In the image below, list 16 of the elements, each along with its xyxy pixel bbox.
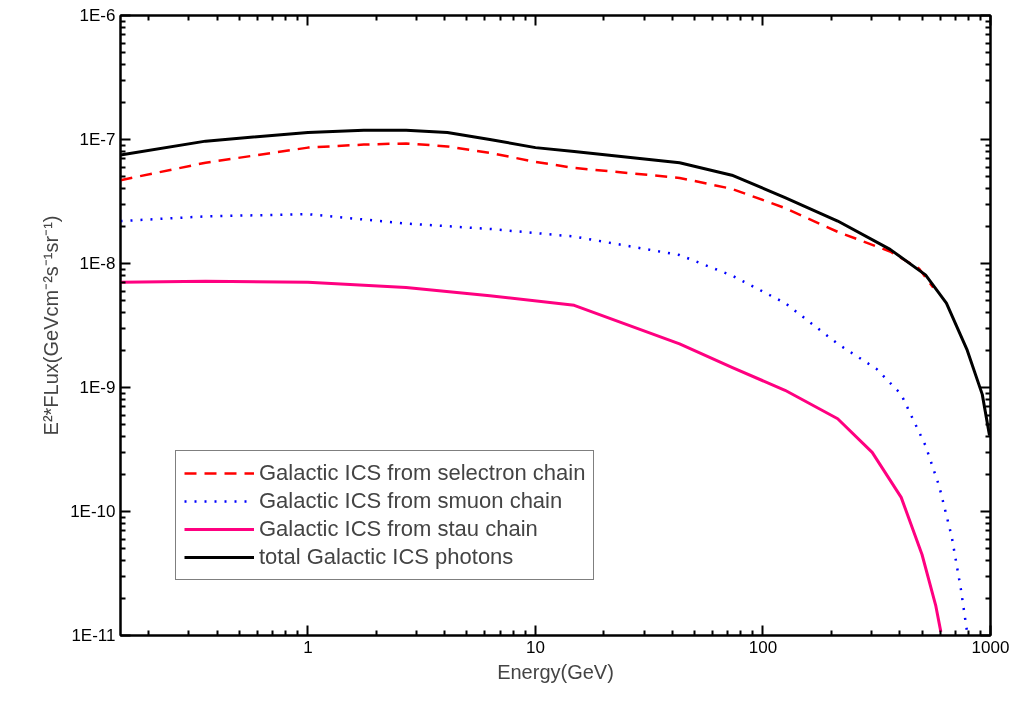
y-axis-title: E²*FLux(GeVcm⁻²s⁻¹sr⁻¹)	[40, 215, 63, 436]
y-tick-label: 1E-7	[79, 130, 116, 149]
legend-label: Galactic ICS from smuon chain	[259, 487, 563, 515]
x-axis-title: Energy(GeV)	[497, 660, 614, 683]
y-tick-label: 1E-9	[79, 378, 116, 397]
y-tick-label: 1E-10	[70, 502, 116, 521]
x-tick-label: 1000	[971, 637, 1010, 657]
legend-label: Galactic ICS from stau chain	[259, 515, 538, 543]
legend-label: total Galactic ICS photons	[259, 543, 514, 571]
x-tick-label: 100	[748, 637, 778, 657]
x-tick-label: 10	[526, 637, 545, 657]
y-tick-label: 1E-11	[71, 626, 116, 645]
x-tick-label: 1	[303, 637, 313, 657]
legend-label: Galactic ICS from selectron chain	[259, 459, 586, 487]
y-tick-label: 1E-6	[79, 6, 116, 25]
y-tick-label: 1E-8	[79, 254, 116, 273]
